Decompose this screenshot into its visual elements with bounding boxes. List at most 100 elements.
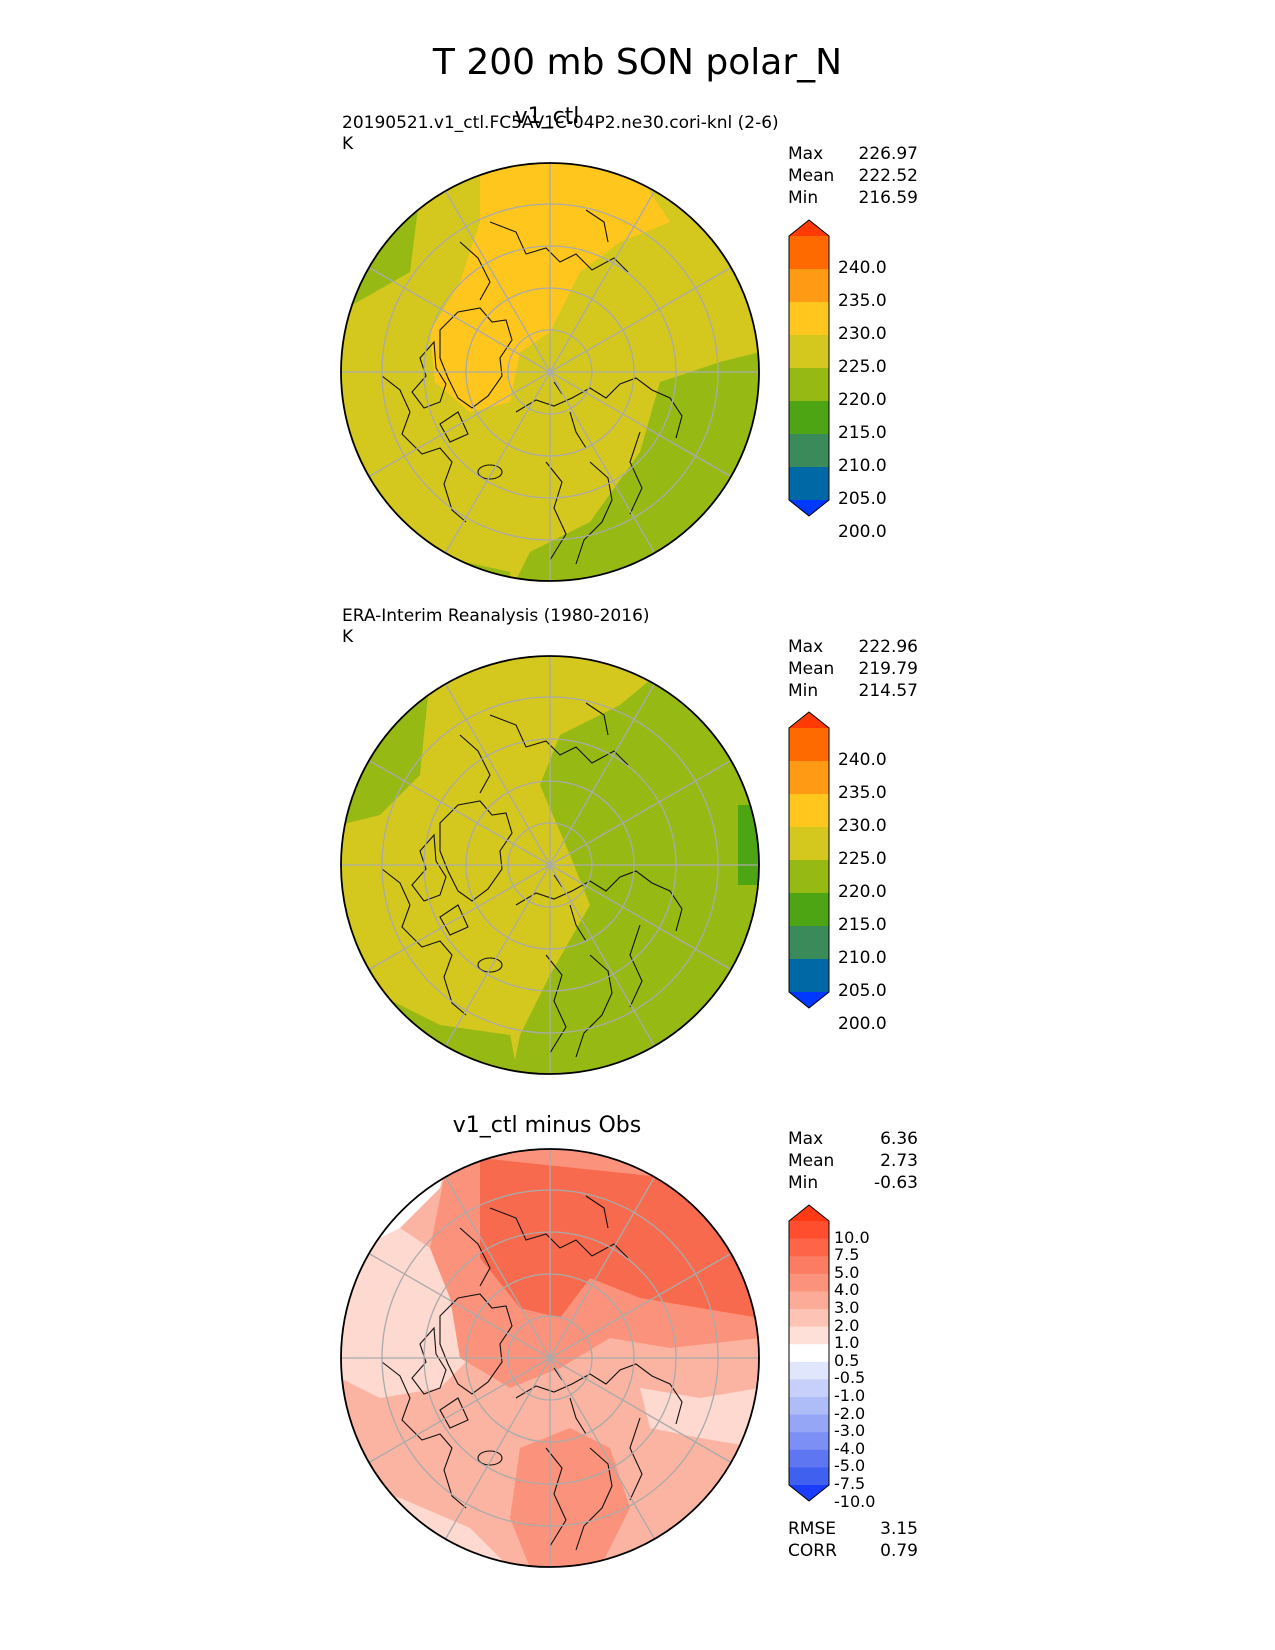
- panel-3-stat-min: Min -0.63: [788, 1172, 918, 1194]
- panel-2-colorbar-ticks: 240.0 235.0 230.0 225.0 220.0 215.0 210.0 205.0…: [838, 712, 918, 1033]
- coastline: [439, 1293, 513, 1395]
- meridian-line: [444, 864, 551, 1047]
- panel-3-stat-label: Min: [788, 1173, 819, 1193]
- colorbar-segment: [789, 1291, 829, 1310]
- panel-1-stats: Max 226.97 Mean 222.52 Min 216.59: [788, 143, 918, 209]
- panel-3-stat-value: 2.73: [880, 1151, 918, 1171]
- colorbar-segment: [789, 1326, 829, 1345]
- coastline: [575, 461, 613, 565]
- colorbar-tick-label: 230.0: [838, 324, 887, 344]
- meridian-line: [368, 266, 551, 373]
- colorbar-segment: [789, 893, 829, 927]
- coastline: [489, 714, 629, 766]
- coastline: [459, 241, 491, 301]
- colorbar-tick-label: -1.0: [834, 1386, 866, 1405]
- colorbar-tick-label: 225.0: [838, 357, 887, 377]
- panel-3-metric-rmse: RMSE 3.15: [788, 1518, 918, 1540]
- colorbar-segment: [789, 1256, 829, 1275]
- colorbar-tick-label: 2.0: [834, 1315, 860, 1335]
- colorbar-segment: [789, 1414, 829, 1433]
- meridian-line: [549, 190, 656, 373]
- colorbar-tick-label: 220.0: [838, 390, 887, 410]
- coastline: [585, 1195, 609, 1229]
- panel-2-stat-label: Max: [788, 637, 824, 657]
- colorbar-tick-label: -3.0: [834, 1421, 866, 1441]
- panel-3-title: v1_ctl minus Obs: [452, 1113, 642, 1138]
- colorbar-tick-label: 240.0: [838, 258, 887, 278]
- coastline: [569, 1397, 587, 1435]
- meridian-line: [444, 683, 551, 866]
- panel-1-info-line-2: K: [342, 134, 354, 154]
- colorbar-segment: [789, 401, 829, 435]
- colorbar-segment: [789, 1238, 829, 1257]
- colorbar-outline: [788, 1204, 830, 1502]
- panel-1-colorbar-ticks: 240.0 235.0 230.0 225.0 220.0 215.0 210.0 205.0…: [838, 220, 918, 541]
- colorbar-tick-label: 240.0: [838, 750, 887, 770]
- colorbar-segment: [789, 1449, 829, 1468]
- panel-2-stat-value: 219.79: [858, 659, 918, 679]
- coastline: [575, 954, 613, 1058]
- colorbar-tick-label: 4.0: [834, 1280, 860, 1300]
- coastline: [439, 800, 513, 902]
- colorbar-tick-label: -5.0: [834, 1456, 866, 1476]
- coastline: [411, 340, 447, 409]
- colorbar-segment: [789, 827, 829, 861]
- coastline: [575, 1447, 613, 1551]
- coastline: [411, 833, 447, 902]
- panel-3-metric-label: RMSE: [788, 1519, 837, 1539]
- colorbar-extend-bottom: [789, 992, 829, 1008]
- panel-1-stat-min: Min 216.59: [788, 187, 918, 209]
- colorbar-tick-label: 205.0: [838, 489, 887, 509]
- colorbar-segment: [789, 1361, 829, 1380]
- colorbar-segment: [789, 368, 829, 402]
- colorbar-tick-label: -10.0: [834, 1491, 876, 1511]
- panel-2-stat-value: 222.96: [858, 637, 918, 657]
- colorbar-tick-label: 205.0: [838, 981, 887, 1001]
- figure-title: T 200 mb SON polar_N: [432, 42, 843, 83]
- panel-2-info-line-1: ERA-Interim Reanalysis (1980-2016): [342, 606, 650, 626]
- coastline: [629, 924, 643, 1008]
- colorbar-segment: [789, 1309, 829, 1328]
- coastline: [411, 1326, 447, 1395]
- panel-3-polar-map: [340, 1148, 760, 1568]
- colorbar-tick-label: 220.0: [838, 882, 887, 902]
- panel-2-stat-min: Min 214.57: [788, 680, 918, 702]
- coastline: [381, 1361, 467, 1509]
- coastline: [545, 461, 567, 561]
- map-boundary: [340, 162, 760, 582]
- colorbar-tick-label: 230.0: [838, 816, 887, 836]
- panel-3-metrics: RMSE 3.15 CORR 0.79: [788, 1518, 918, 1562]
- coastline: [439, 307, 513, 409]
- panel-3-metric-label: CORR: [788, 1541, 837, 1561]
- coastline: [545, 954, 567, 1054]
- colorbar-tick-label: -0.5: [834, 1368, 866, 1388]
- meridian-line: [368, 1252, 551, 1359]
- colorbar-segment: [789, 1273, 829, 1292]
- meridian-line: [444, 1357, 551, 1540]
- meridian-line: [549, 1357, 732, 1464]
- colorbar-extend-top: [789, 1205, 829, 1221]
- meridian-line: [549, 266, 732, 373]
- panel-1-polar-map: [340, 162, 760, 582]
- coastline: [553, 1367, 563, 1381]
- panel-1-stat-label: Mean: [788, 166, 835, 186]
- panel-1-stat-value: 216.59: [858, 188, 918, 208]
- colorbar-outline: [788, 219, 830, 517]
- coastline: [439, 1397, 469, 1429]
- colorbar-tick-label: 200.0: [838, 522, 887, 542]
- meridian-line: [549, 683, 656, 866]
- colorbar-segment: [789, 1221, 829, 1240]
- colorbar-segment: [789, 269, 829, 303]
- meridian-line: [549, 1176, 656, 1359]
- colorbar-outline: [788, 711, 830, 1009]
- coastline: [585, 702, 609, 736]
- coastline: [477, 464, 503, 480]
- meridian-line: [549, 1252, 732, 1359]
- coastline: [381, 375, 467, 523]
- panel-1-stat-max: Max 226.97: [788, 143, 918, 165]
- colorbar-tick-label: 235.0: [838, 783, 887, 803]
- coastline: [477, 957, 503, 973]
- colorbar-extend-bottom: [789, 1485, 829, 1501]
- map-boundary: [340, 655, 760, 1075]
- colorbar-segment: [789, 335, 829, 369]
